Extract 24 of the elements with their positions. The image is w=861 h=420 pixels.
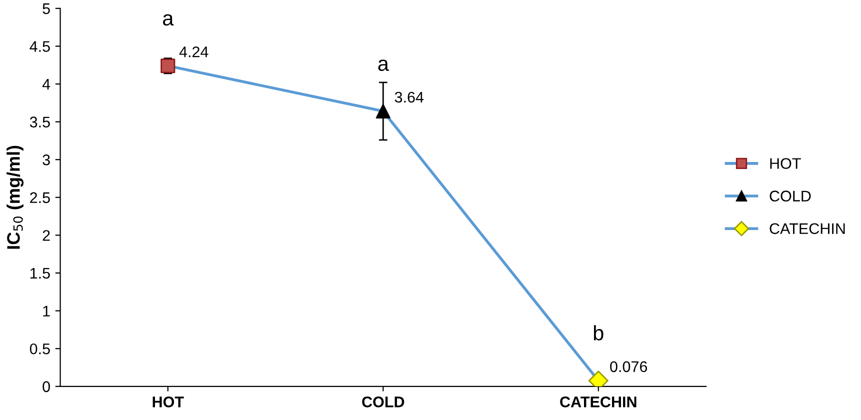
data-label: 4.24 [179, 46, 208, 58]
y-axis-title: IC$_{50}$ (mg/ml) [6, 146, 24, 249]
x-tick-label: CATECHIN [560, 396, 636, 408]
annotation: a [162, 14, 174, 26]
data-label: 0.076 [610, 361, 648, 372]
y-tick-label: 1.5 [30, 268, 50, 279]
y-tick-label: 3.5 [30, 116, 50, 128]
y-tick-label: 2.5 [30, 192, 50, 204]
annotation: a [378, 60, 389, 71]
y-tick-label: 0.5 [30, 343, 50, 354]
y-tick-label: 5 [42, 3, 50, 14]
y-tick-label: 3 [42, 154, 50, 166]
x-tick-label: COLD [362, 396, 404, 408]
x-tick-label: HOT [152, 396, 184, 408]
legend-label: COLD [770, 190, 811, 202]
y-tick-label: 2 [42, 230, 50, 241]
y-tick-label: 0 [42, 381, 50, 392]
y-tick-label: 1 [43, 306, 50, 316]
y-tick-label: 4 [42, 79, 50, 90]
annotation: b [594, 325, 604, 340]
legend-label: HOT [770, 158, 801, 169]
data-label: 3.64 [394, 92, 424, 103]
legend-label: CATECHIN [770, 223, 845, 234]
y-tick-label: 4.5 [30, 41, 50, 52]
